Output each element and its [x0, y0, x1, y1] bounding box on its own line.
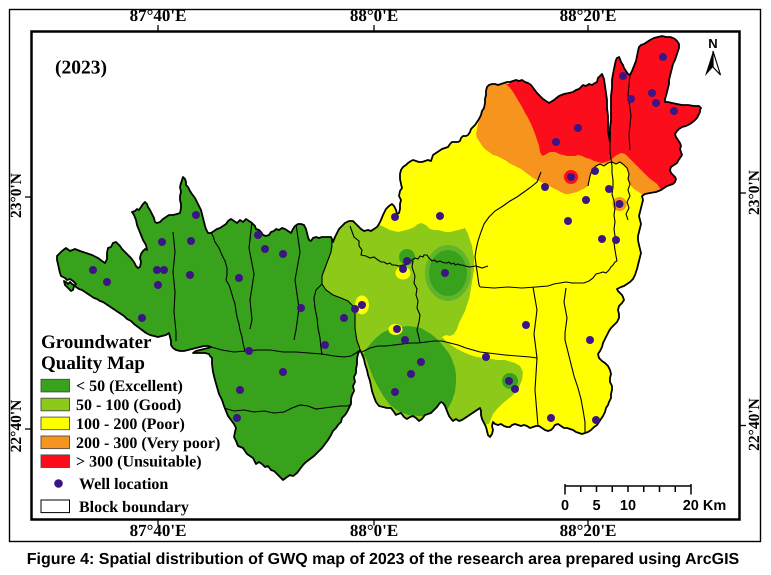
svg-text:Groundwater: Groundwater: [41, 332, 152, 353]
svg-text:22°40'N: 22°40'N: [8, 400, 25, 453]
svg-text:50 - 100 (Good): 50 - 100 (Good): [76, 397, 181, 414]
svg-text:23°0'N: 23°0'N: [746, 170, 763, 215]
svg-text:Figure 4: Spatial distribution: Figure 4: Spatial distribution of GWQ ma…: [27, 551, 740, 568]
svg-text:23°0'N: 23°0'N: [8, 173, 25, 218]
svg-text:Well location: Well location: [79, 476, 168, 493]
svg-text:20 Km: 20 Km: [683, 498, 727, 514]
svg-text:87°40'E: 87°40'E: [130, 6, 187, 25]
svg-text:22°40'N: 22°40'N: [746, 398, 763, 451]
svg-text:200 - 300 (Very poor): 200 - 300 (Very poor): [76, 435, 220, 452]
svg-text:87°40'E: 87°40'E: [130, 521, 187, 540]
svg-text:100 - 200 (Poor): 100 - 200 (Poor): [76, 416, 185, 433]
svg-text:< 50 (Excellent): < 50 (Excellent): [76, 378, 183, 395]
svg-text:10: 10: [620, 498, 636, 514]
svg-text:N: N: [708, 36, 717, 51]
svg-text:(2023): (2023): [55, 58, 107, 79]
svg-text:88°20'E: 88°20'E: [560, 6, 617, 25]
svg-text:88°0'E: 88°0'E: [350, 6, 398, 25]
svg-text:88°20'E: 88°20'E: [560, 521, 617, 540]
svg-text:Quality Map: Quality Map: [41, 353, 145, 374]
svg-text:5: 5: [592, 498, 600, 514]
svg-text:> 300 (Unsuitable): > 300 (Unsuitable): [76, 454, 202, 471]
svg-text:88°0'E: 88°0'E: [350, 521, 398, 540]
svg-text:0: 0: [561, 498, 569, 514]
svg-text:Block boundary: Block boundary: [79, 499, 189, 516]
